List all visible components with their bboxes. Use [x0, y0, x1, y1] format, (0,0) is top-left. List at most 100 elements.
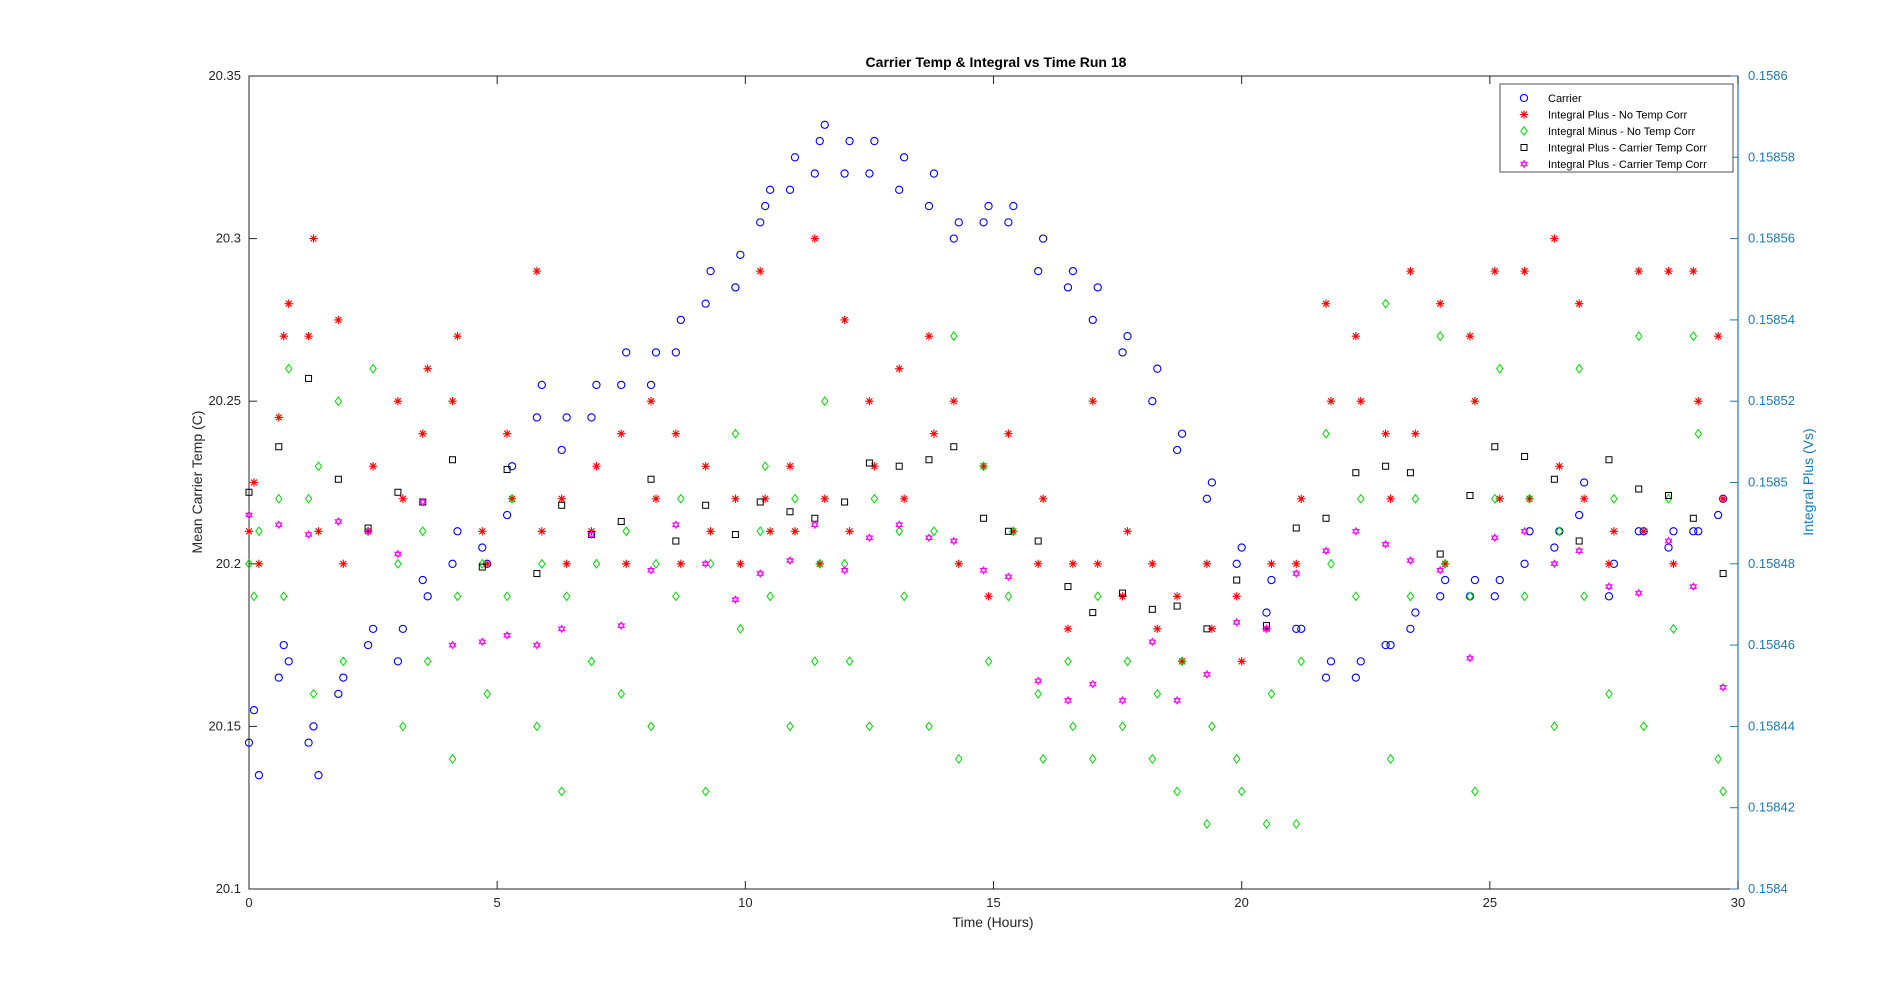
- data-point: [334, 689, 343, 699]
- data-point: [1605, 456, 1613, 464]
- data-point: [1490, 592, 1499, 601]
- data-point: [622, 526, 630, 537]
- data-point: [950, 443, 958, 451]
- data-point: [1004, 429, 1013, 438]
- data-point: [1118, 348, 1127, 357]
- data-point: [617, 429, 626, 438]
- data-point: [1321, 673, 1331, 682]
- data-point: [865, 721, 874, 732]
- data-point: [305, 374, 313, 382]
- legend-label: Integral Plus - No Temp Corr: [1548, 110, 1688, 122]
- data-point: [984, 592, 993, 601]
- data-point: [924, 331, 934, 341]
- data-point: [647, 475, 655, 483]
- data-point: [1579, 478, 1589, 487]
- y-tick-label: 20.3: [216, 231, 241, 246]
- data-point: [1441, 575, 1450, 585]
- data-point: [418, 526, 427, 537]
- data-point: [646, 380, 656, 390]
- data-point: [1525, 493, 1534, 504]
- data-point: [1669, 527, 1678, 536]
- data-point: [760, 494, 770, 503]
- data-point: [1173, 786, 1181, 797]
- data-point: [761, 201, 770, 211]
- data-point: [274, 413, 283, 422]
- data-point: [1718, 494, 1728, 503]
- data-point: [1470, 397, 1480, 406]
- data-point: [1322, 514, 1330, 522]
- data-point: [676, 315, 685, 325]
- data-point: [1639, 527, 1648, 536]
- data-point: [1351, 331, 1361, 341]
- data-point: [895, 520, 904, 530]
- data-point: [1148, 605, 1156, 613]
- data-point: [275, 443, 283, 451]
- data-point: [1381, 640, 1390, 650]
- data-point: [671, 348, 680, 357]
- data-point: [1004, 218, 1013, 227]
- data-point: [1669, 559, 1678, 568]
- data-point: [647, 565, 655, 575]
- y-right-tick-label: 0.15858: [1748, 149, 1795, 164]
- data-point: [786, 508, 794, 516]
- data-point: [1386, 753, 1395, 764]
- data-point: [1495, 575, 1504, 585]
- data-point: [1574, 299, 1584, 308]
- data-point: [1203, 818, 1211, 829]
- data-point: [1406, 469, 1414, 477]
- data-point: [1714, 753, 1722, 764]
- y-right-tick-label: 0.1586: [1748, 68, 1788, 83]
- data-point: [1148, 397, 1157, 406]
- data-point: [895, 462, 903, 470]
- data-point: [1664, 266, 1673, 276]
- data-point: [840, 169, 849, 178]
- data-point: [339, 656, 348, 667]
- data-point: [339, 559, 348, 568]
- data-point: [1004, 591, 1013, 602]
- data-point: [254, 771, 264, 780]
- data-point: [1148, 637, 1157, 647]
- data-point: [1550, 721, 1559, 732]
- data-point: [558, 501, 566, 509]
- data-point: [900, 153, 909, 162]
- data-point: [478, 558, 487, 569]
- data-point: [1466, 653, 1474, 663]
- data-point: [870, 136, 879, 146]
- data-point: [1232, 559, 1241, 568]
- data-point: [1327, 558, 1335, 569]
- legend: Carrier Integral Plus - No Temp Corr Integ…: [1499, 83, 1734, 173]
- data-point: [1069, 721, 1077, 732]
- data-point: [1406, 266, 1415, 276]
- data-point: [980, 514, 988, 522]
- data-point: [1406, 556, 1415, 566]
- legend-marker: [1519, 93, 1529, 103]
- data-point: [1491, 493, 1499, 504]
- data-point: [245, 488, 253, 496]
- data-point: [1064, 583, 1072, 591]
- data-point: [756, 498, 764, 506]
- data-point: [1207, 478, 1217, 487]
- data-point: [1202, 494, 1212, 503]
- data-point: [1550, 559, 1559, 569]
- data-point: [671, 429, 681, 438]
- data-point: [865, 533, 874, 543]
- y-right-tick-label: 0.1584: [1748, 881, 1788, 896]
- data-point: [1490, 266, 1499, 276]
- data-point: [617, 380, 626, 390]
- data-point: [314, 771, 323, 780]
- data-point: [1575, 546, 1584, 556]
- data-point: [1292, 569, 1301, 579]
- x-tick-label: 25: [1483, 895, 1497, 910]
- data-point: [1436, 331, 1444, 342]
- x-tick-label: 0: [245, 895, 252, 910]
- data-point: [448, 559, 457, 568]
- data-point: [1064, 656, 1072, 667]
- data-point: [483, 688, 492, 699]
- data-point: [1639, 721, 1648, 732]
- data-point: [756, 569, 765, 579]
- data-point: [1356, 397, 1365, 406]
- legend-marker: [1520, 144, 1528, 151]
- y-right-tick-label: 0.15852: [1748, 393, 1795, 408]
- data-point: [1575, 510, 1584, 520]
- data-point: [532, 413, 542, 422]
